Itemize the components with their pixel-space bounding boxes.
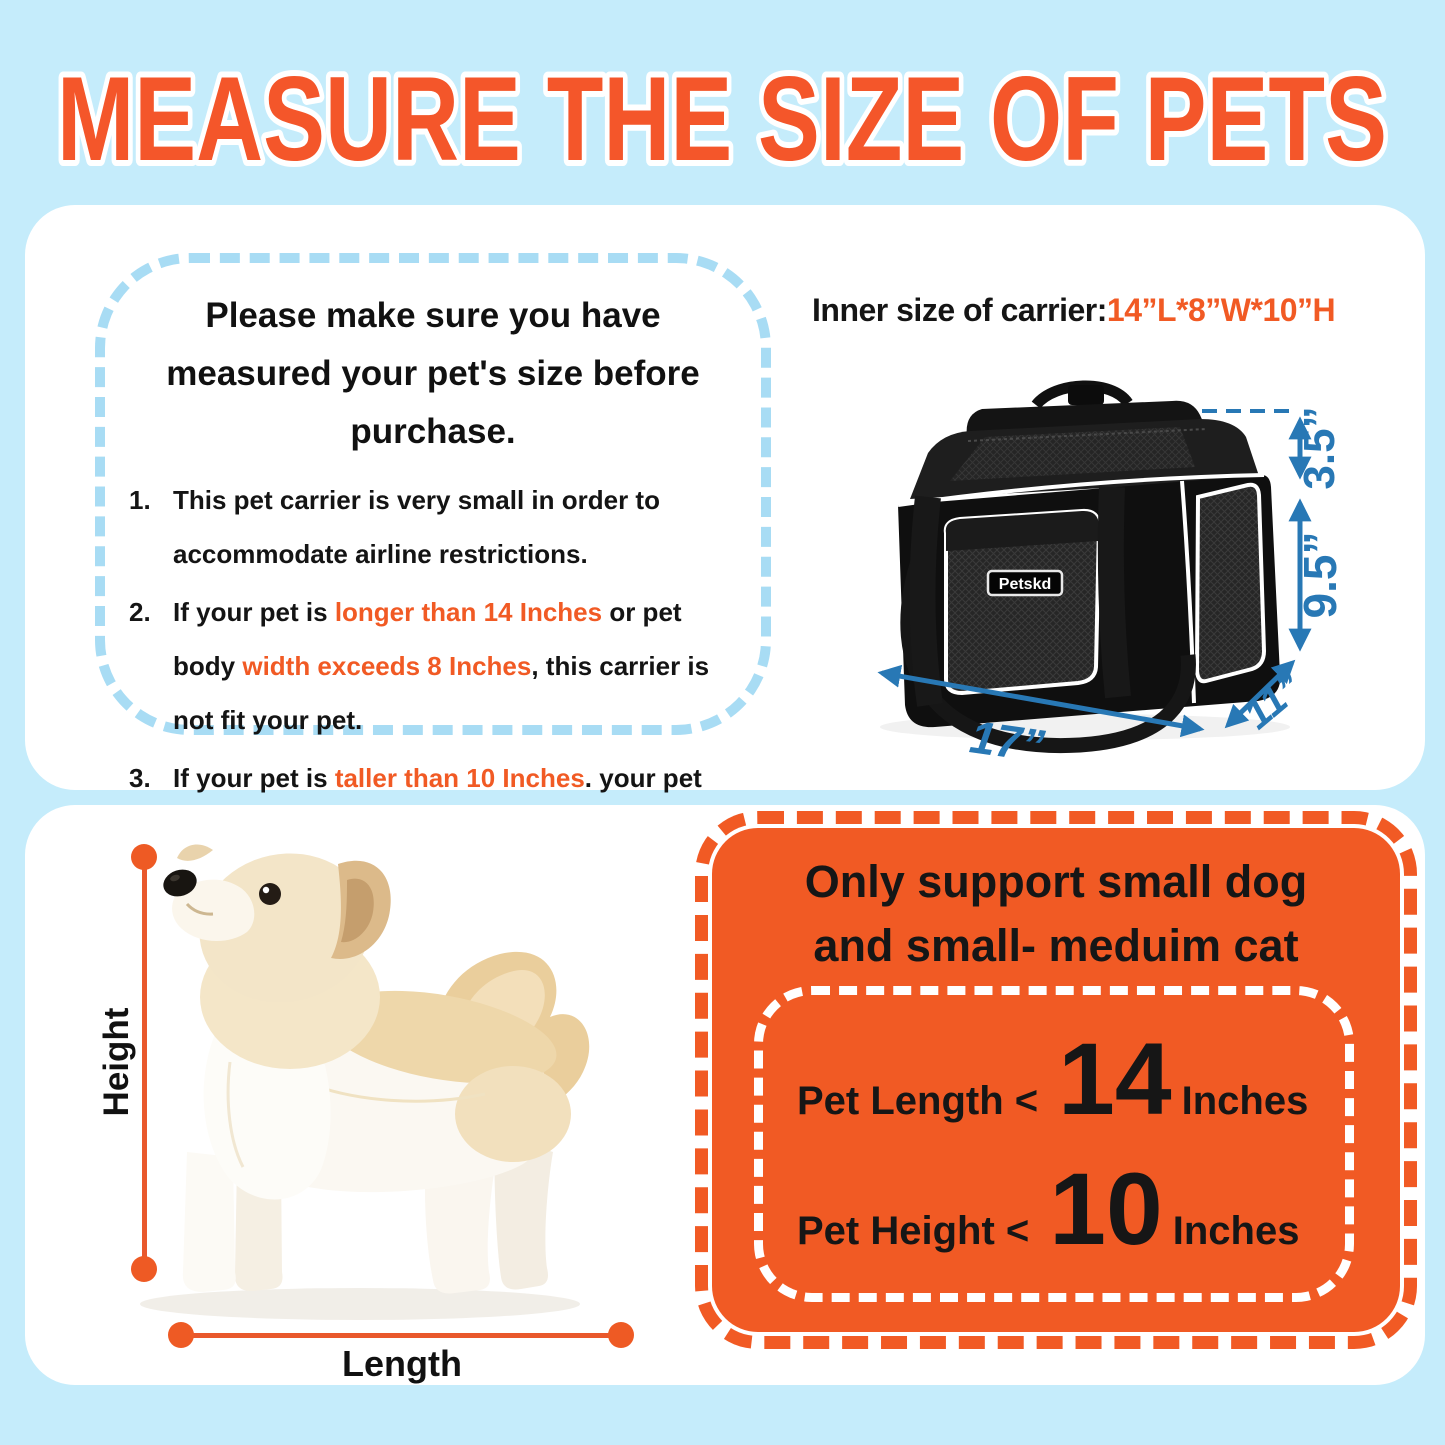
notice-heading: Please make sure you have measured your …	[166, 296, 700, 451]
dim-arrow-length	[877, 664, 1205, 738]
dog-mouth	[185, 902, 214, 916]
length-line	[182, 1333, 622, 1338]
item-number: 2.	[129, 597, 151, 627]
bag-logo-patch	[986, 569, 1064, 597]
item-text-run: This pet carrier is very small in order …	[173, 485, 660, 569]
bag-logo-text: Petskd	[999, 576, 1051, 593]
item-number: 1.	[129, 485, 151, 515]
inner-size-line: Inner size of carrier:14”L*8”W*10”H	[812, 292, 1412, 329]
dim-label-top-expansion: 3.5”	[1295, 406, 1344, 489]
notice-item-1: 1. This pet carrier is very small in ord…	[129, 473, 737, 581]
notice-box: Please make sure you have measured your …	[95, 253, 771, 847]
limit-value: 14	[1058, 1022, 1172, 1137]
limit-label: Pet Length <	[797, 1079, 1039, 1124]
length-dot-left	[168, 1322, 194, 1348]
item-text-run: If your pet is	[173, 597, 335, 627]
item-text-run-highlight: width exceeds 8 Inches	[242, 651, 532, 681]
item-text: If your pet is longer than 14 Inches or …	[173, 585, 737, 747]
item-number: 3.	[129, 763, 151, 793]
dim-label-height: 9.5”	[1294, 532, 1346, 619]
dog-head	[163, 844, 391, 1069]
bag-pocket-flap	[945, 510, 1099, 551]
dog-muzzle	[172, 879, 255, 942]
length-label: Length	[342, 1343, 462, 1384]
dim-arrow-depth	[1224, 659, 1296, 729]
item-text-run-highlight: taller than 10 Inches	[334, 763, 585, 793]
limit-unit: Inches	[1172, 1208, 1300, 1253]
notice-item-2: 2. If your pet is longer than 14 Inches …	[129, 585, 737, 747]
height-label: Height	[97, 1007, 136, 1117]
support-title-line1: Only support small dog	[804, 856, 1308, 907]
bag-handle-wrap	[1068, 385, 1104, 405]
inner-size-value: 14”L*8”W*10”H	[1106, 292, 1336, 328]
dog-illustration	[140, 844, 590, 1320]
bag-strap-left	[909, 495, 943, 707]
dog-head-tuft	[177, 844, 213, 861]
dim-label-length: 17”	[967, 710, 1048, 770]
carrier-illustration: Petskd 3.5” 9.5” 11” 17”	[877, 380, 1346, 770]
bag-zipper	[967, 428, 1207, 442]
item-text: This pet carrier is very small in order …	[173, 473, 737, 581]
dog-shadow	[140, 1288, 580, 1320]
page-title: MEASURE THE SIZE OF PETS	[57, 52, 1387, 186]
bag-piping-top	[897, 473, 1265, 507]
bag-strap-right	[1097, 486, 1131, 699]
height-dot-top	[131, 844, 157, 870]
page-title-graphic: MEASURE THE SIZE OF PETS	[51, 46, 1393, 190]
item-text-run-highlight: longer than 14 Inches	[334, 597, 603, 627]
support-box: Only support small dog and small- meduim…	[695, 811, 1417, 1349]
height-dot-bottom	[131, 1256, 157, 1282]
item-text-run: or pet body	[173, 597, 682, 681]
bag-top-mesh	[950, 427, 1195, 481]
dog-nose	[163, 869, 197, 897]
limit-label: Pet Height <	[797, 1208, 1030, 1253]
dog-eye	[259, 883, 281, 905]
limit-value: 10	[1049, 1151, 1163, 1266]
carrier-bag: Petskd	[880, 380, 1290, 754]
support-title-line2: and small- meduim cat	[813, 920, 1299, 971]
item-text-run: If your pet is	[173, 763, 335, 793]
item-text-run: , this carrier is not fit your pet.	[173, 651, 710, 735]
limit-box: Pet Length < 14 Inches Pet Height < 10 I…	[754, 986, 1354, 1302]
limit-row-height: Pet Height < 10 Inches	[797, 1158, 1329, 1260]
length-dot-right	[608, 1322, 634, 1348]
limit-unit: Inches	[1181, 1079, 1309, 1124]
height-line	[142, 856, 147, 1268]
notice-items: 1. This pet carrier is very small in ord…	[129, 473, 737, 859]
bag-side-mesh-window	[1194, 482, 1267, 684]
inner-size-label: Inner size of carrier:	[812, 292, 1107, 328]
limit-row-length: Pet Length < 14 Inches	[797, 1028, 1329, 1130]
dog-inner-ear	[341, 878, 374, 943]
